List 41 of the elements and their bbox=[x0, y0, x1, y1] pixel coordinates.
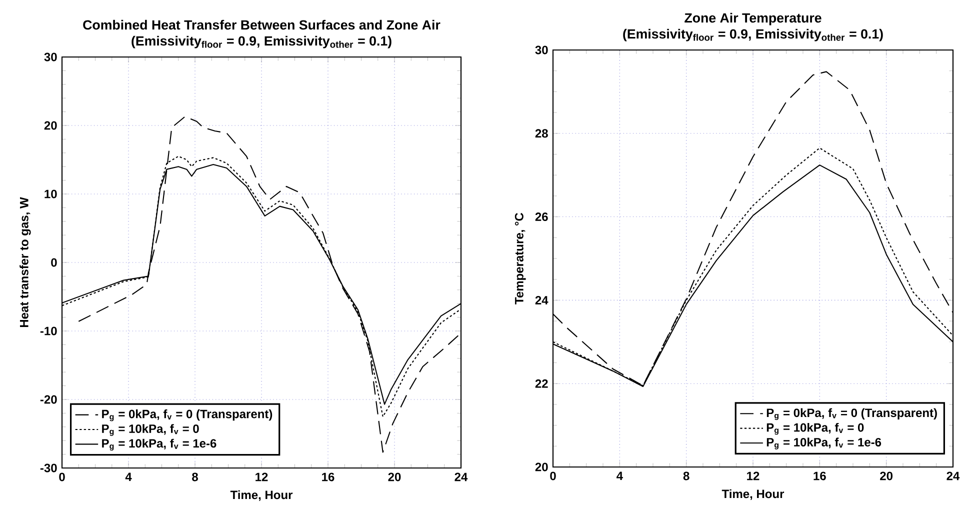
y-tick-label: 10 bbox=[44, 190, 57, 198]
x-tick-label: 0 bbox=[550, 472, 556, 480]
y-tick-label: 28 bbox=[535, 129, 548, 138]
chart-subtitle: (Emissivity$_{floor}$ = 0.9, Emissivity$_{other}$ = 0.1) bbox=[132, 36, 392, 48]
legend-label: P$_{g}$ = 0kPa, f$_{v}$ = 0 (Transparent) bbox=[766, 408, 937, 420]
x-axis-title: Time, Hour bbox=[722, 489, 784, 500]
x-tick-label: 8 bbox=[192, 472, 198, 482]
legend-label: P$_{g}$ = 10kPa, f$_{v}$ = 0 bbox=[766, 422, 864, 435]
x-tick-label: 12 bbox=[747, 472, 760, 480]
y-tick-label: 30 bbox=[44, 52, 57, 62]
y-tick-label: -10 bbox=[40, 326, 57, 336]
x-tick-label: 4 bbox=[125, 472, 132, 481]
y-tick-label: 24 bbox=[535, 296, 548, 304]
x-tick-label: 24 bbox=[946, 472, 960, 480]
y-tick-label: -30 bbox=[40, 464, 57, 472]
y-tick-label: -20 bbox=[40, 395, 57, 404]
legend-label: P$_{g}$ = 10kPa, f$_{v}$ = 1e-6 bbox=[102, 438, 216, 451]
x-tick-label: 12 bbox=[256, 472, 268, 482]
x-tick-label: 20 bbox=[388, 472, 401, 482]
chart-title: Combined Heat Transfer Between Surfaces and Zone Air bbox=[83, 20, 440, 30]
legend-label: P$_{g}$ = 10kPa, f$_{v}$ = 1e-6 bbox=[766, 438, 882, 450]
chart-title: Zone Air Temperature bbox=[684, 12, 822, 26]
x-tick-label: 20 bbox=[880, 472, 893, 480]
y-tick-label: 26 bbox=[535, 212, 548, 222]
y-axis-title: Temperature, °C bbox=[514, 212, 526, 304]
x-tick-label: 16 bbox=[322, 472, 334, 482]
x-tick-label: 4 bbox=[616, 472, 623, 480]
x-tick-label: 0 bbox=[59, 472, 65, 482]
legend-label: P$_{g}$ = 0kPa, f$_{v}$ = 0 (Transparent) bbox=[102, 409, 272, 422]
x-tick-label: 24 bbox=[454, 472, 468, 482]
chart-subtitle: (Emissivity$_{floor}$ = 0.9, Emissivity$_{other}$ = 0.1) bbox=[623, 28, 883, 42]
y-tick-label: 0 bbox=[51, 258, 57, 267]
y-tick-label: 22 bbox=[535, 379, 548, 388]
y-tick-label: 20 bbox=[535, 462, 548, 472]
y-tick-label: 20 bbox=[44, 121, 57, 130]
legend-label: P$_{g}$ = 10kPa, f$_{v}$ = 0 bbox=[102, 424, 199, 436]
x-axis-title: Time, Hour bbox=[230, 490, 293, 501]
y-axis-title: Heat transfer to gas, W bbox=[20, 197, 31, 328]
x-tick-label: 16 bbox=[814, 472, 826, 480]
x-tick-label: 8 bbox=[683, 472, 690, 480]
y-tick-label: 30 bbox=[535, 46, 548, 54]
